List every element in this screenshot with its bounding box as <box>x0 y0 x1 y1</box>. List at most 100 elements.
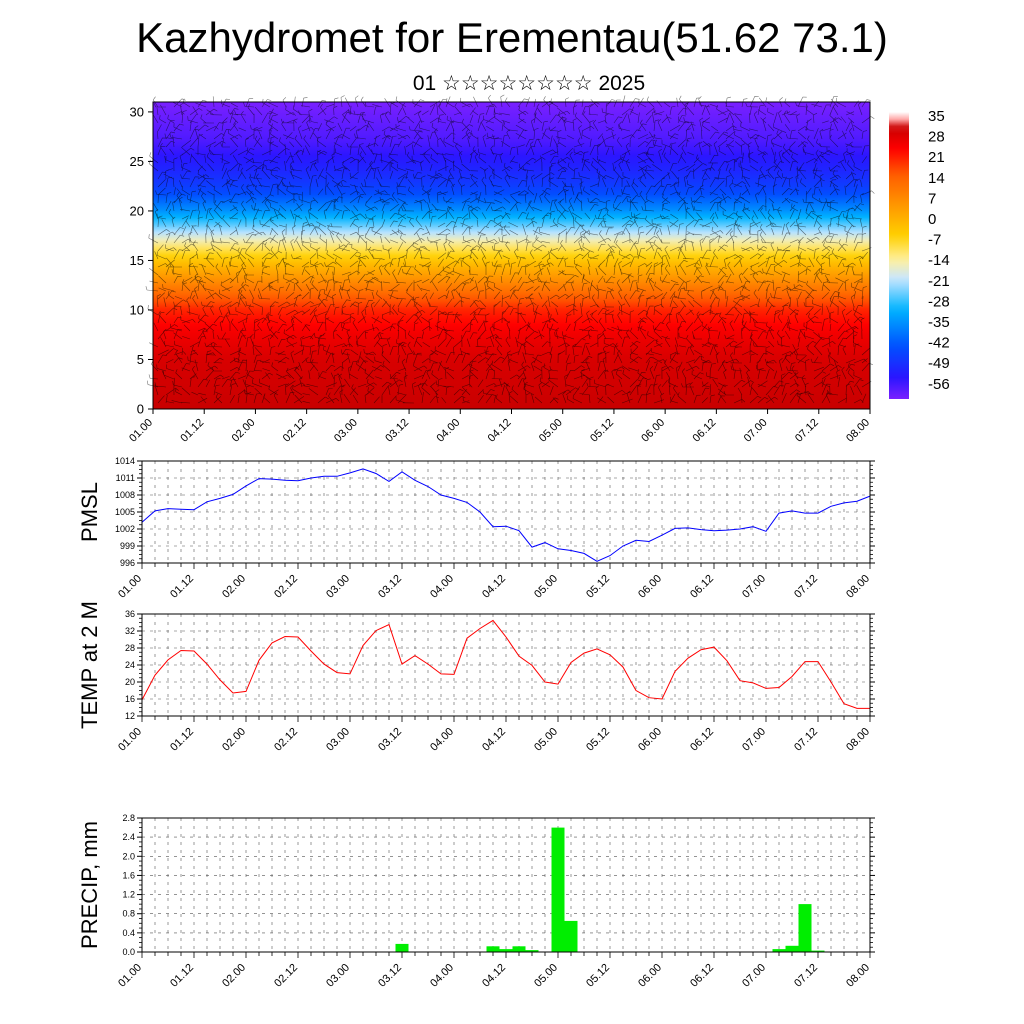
colorbar-label: 28 <box>928 129 945 146</box>
y-tick-label: 0.4 <box>122 928 135 938</box>
colorbar-label: -28 <box>928 293 950 310</box>
x-tick-label: 02.12 <box>281 417 309 445</box>
y-tick-label: 10 <box>130 302 144 317</box>
grid-lines <box>142 461 870 563</box>
temp-panel: 12 16 20 24 28 32 36 01.00 01.12 02.00 02.12 03.00… <box>77 601 875 754</box>
colorbar-label: -7 <box>928 232 941 249</box>
y-tick-label: 24 <box>125 660 135 670</box>
x-tick-label: 07.00 <box>740 726 768 754</box>
x-tick-label: 04.12 <box>486 417 514 445</box>
y-tick-label: 36 <box>125 609 135 619</box>
y-tick-label: 20 <box>125 677 135 687</box>
x-tick-label: 01.12 <box>168 573 196 601</box>
y-tick-label: 15 <box>130 253 144 268</box>
x-tick-label: 06.12 <box>688 726 716 754</box>
colorbar-label: 0 <box>928 211 936 228</box>
y-tick-label: 1002 <box>115 524 135 534</box>
x-tick-label: 03.00 <box>324 726 352 754</box>
x-tick-label: 04.12 <box>480 962 508 990</box>
temp-x-axis: 01.00 01.12 02.00 02.12 03.00 03.12 04.00 04.12… <box>116 716 872 754</box>
y-tick-label: 2.4 <box>122 832 135 842</box>
x-tick-label: 03.12 <box>376 726 404 754</box>
x-tick-label: 05.00 <box>532 726 560 754</box>
colorbar-label: -14 <box>928 252 950 269</box>
x-tick-label: 02.00 <box>230 417 258 445</box>
colorbar-label: -56 <box>928 376 950 393</box>
series-line <box>141 619 870 709</box>
x-tick-label: 01.00 <box>116 573 144 601</box>
x-tick-label: 06.00 <box>636 726 664 754</box>
precip-bar <box>395 943 409 952</box>
x-tick-label: 04.00 <box>428 962 456 990</box>
x-tick-label: 04.12 <box>480 726 508 754</box>
precip-bar <box>512 946 526 952</box>
y-tick-label: 5 <box>137 352 144 367</box>
colorbar-labels: 35 28 21 14 7 0 -7 -14 -21 -28 -35 -42 -49 -56 <box>928 108 950 393</box>
y-tick-label: 30 <box>130 104 144 119</box>
x-tick-label: 04.00 <box>434 417 462 445</box>
y-tick-label: 1008 <box>115 490 135 500</box>
pmsl-grid <box>142 461 870 563</box>
colorbar-label: -21 <box>928 273 950 290</box>
y-tick-label: 32 <box>125 626 135 636</box>
precip-bar <box>564 920 578 952</box>
y-tick-label: 2.8 <box>122 813 135 823</box>
precip-x-axis: 01.00 01.12 02.00 02.12 03.00 03.12 04.00 04.12… <box>116 952 872 990</box>
x-tick-label: 03.12 <box>376 962 404 990</box>
x-tick-label: 08.00 <box>844 573 872 601</box>
temp-grid <box>142 614 870 716</box>
pmsl-panel: 996 999 1002 1005 1008 1011 1014 01.00 01.12 02.… <box>77 456 875 601</box>
colorbar-label: -42 <box>928 335 950 352</box>
y-tick-label: 1.6 <box>122 870 135 880</box>
x-tick-label: 07.00 <box>742 417 770 445</box>
cross-section-panel: 0 5 10 15 20 25 30 01.00 01.12 02.00 02.12 03.00 03… <box>127 94 875 445</box>
precip-bar <box>785 945 799 952</box>
wind-barb-lines <box>145 94 875 404</box>
temp-y-label: TEMP at 2 M <box>77 601 102 729</box>
x-tick-label: 05.00 <box>532 962 560 990</box>
x-tick-label: 06.12 <box>688 962 716 990</box>
y-tick-label: 1014 <box>115 456 135 466</box>
x-tick-label: 02.12 <box>272 573 300 601</box>
precip-y-label: PRECIP, mm <box>77 821 102 949</box>
y-tick-label: 0.0 <box>122 947 135 957</box>
precip-bar <box>525 950 539 952</box>
x-tick-label: 06.00 <box>639 417 667 445</box>
precip-bars <box>395 827 825 952</box>
x-tick-label: 05.12 <box>584 573 612 601</box>
x-tick-label: 08.00 <box>844 962 872 990</box>
x-tick-label: 04.00 <box>428 726 456 754</box>
series-line <box>141 468 871 562</box>
y-tick-label: 996 <box>120 558 135 568</box>
x-tick-label: 08.00 <box>844 417 872 445</box>
x-tick-label: 01.00 <box>116 726 144 754</box>
x-tick-label: 01.12 <box>168 726 196 754</box>
y-tick-label: 999 <box>120 541 135 551</box>
x-tick-label: 07.12 <box>792 573 820 601</box>
colorbar-label: 21 <box>928 149 945 166</box>
colorbar-gradient <box>889 112 909 399</box>
colorbar-label: -35 <box>928 314 950 331</box>
y-tick-label: 12 <box>125 711 135 721</box>
y-tick-label: 1.2 <box>122 890 135 900</box>
x-tick-label: 04.00 <box>428 573 456 601</box>
x-tick-label: 01.00 <box>127 417 155 445</box>
x-tick-label: 05.00 <box>532 573 560 601</box>
chart-subtitle: 01 ☆☆☆☆☆☆☆☆ 2025 <box>412 72 646 95</box>
pmsl-x-axis: 01.00 01.12 02.00 02.12 03.00 03.12 04.00 04.12… <box>116 563 872 601</box>
x-tick-label: 04.12 <box>480 573 508 601</box>
temp-y-axis: 12 16 20 24 28 32 36 <box>125 609 875 721</box>
precip-panel: 0.0 0.4 0.8 1.2 1.6 2.0 2.4 2.8 01.00 01.12 02.00… <box>77 813 875 990</box>
precip-grid <box>142 818 870 952</box>
x-tick-label: 03.00 <box>332 417 360 445</box>
x-tick-label: 07.00 <box>740 962 768 990</box>
x-tick-label: 05.12 <box>588 417 616 445</box>
y-tick-label: 28 <box>125 643 135 653</box>
x-tick-label: 01.00 <box>116 962 144 990</box>
cross-section-y-axis: 0 5 10 15 20 25 30 <box>130 104 153 417</box>
y-tick-label: 16 <box>125 694 135 704</box>
colorbar: 35 28 21 14 7 0 -7 -14 -21 -28 -35 -42 -49 -56 <box>889 108 950 399</box>
grid-lines <box>142 818 870 952</box>
x-tick-label: 01.12 <box>168 962 196 990</box>
